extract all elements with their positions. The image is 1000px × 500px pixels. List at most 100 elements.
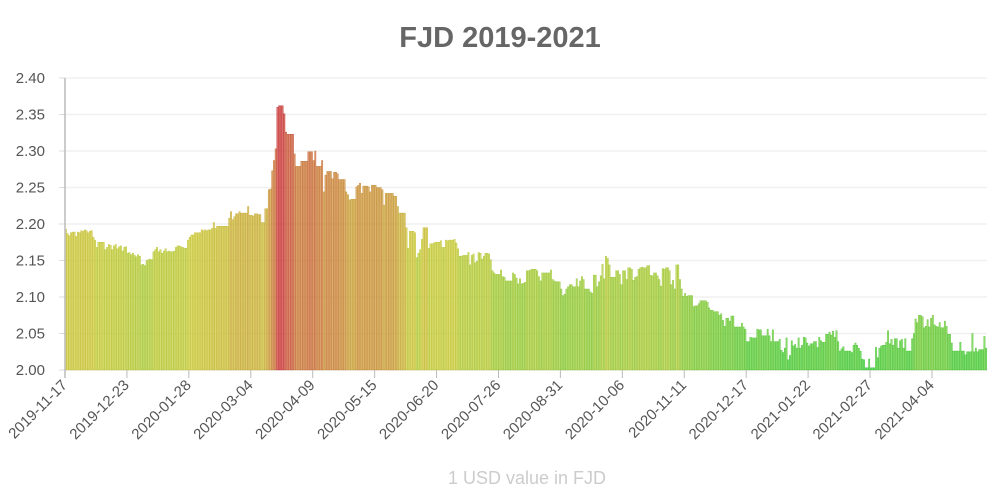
bar: [424, 227, 427, 371]
x-tick-label: 2020-01-28: [128, 377, 194, 443]
bar: [861, 358, 864, 371]
bar: [520, 283, 523, 371]
bar: [598, 281, 600, 371]
bar: [312, 160, 315, 371]
bar: [684, 293, 686, 371]
bar: [464, 255, 466, 371]
bar: [367, 186, 370, 371]
bar: [212, 222, 215, 371]
bar: [357, 185, 360, 371]
bar: [262, 222, 265, 371]
bar: [465, 255, 468, 371]
bar: [560, 288, 563, 371]
bar: [974, 347, 977, 371]
bar: [797, 337, 800, 371]
bar: [130, 254, 133, 371]
bar: [522, 282, 525, 371]
bar: [593, 274, 595, 371]
bar: [935, 326, 938, 371]
bar: [814, 341, 817, 371]
bar: [113, 245, 115, 371]
bar: [556, 281, 559, 371]
bar: [811, 343, 814, 371]
bar: [99, 242, 102, 371]
bar: [376, 187, 379, 371]
bar: [766, 328, 769, 371]
bar: [950, 342, 953, 371]
bar: [780, 350, 783, 371]
bar: [340, 179, 342, 371]
bar: [716, 311, 719, 371]
bar: [876, 357, 879, 371]
bar: [699, 300, 702, 371]
bar: [235, 213, 238, 371]
bar: [474, 262, 477, 371]
bar: [529, 269, 532, 371]
bar: [503, 277, 506, 371]
bar: [175, 247, 177, 371]
bar: [968, 351, 970, 371]
bar: [288, 134, 291, 371]
bar: [816, 347, 819, 371]
bar: [209, 229, 212, 371]
bar: [692, 306, 695, 371]
bar: [359, 182, 361, 371]
x-tick-label: 2021-04-04: [872, 377, 938, 443]
bar: [391, 193, 394, 371]
x-tick-label: 2021-02-27: [810, 377, 876, 443]
bar: [969, 351, 972, 371]
bar: [219, 226, 222, 371]
bar: [83, 229, 86, 371]
bar: [187, 239, 189, 371]
bar: [429, 243, 432, 371]
bar: [864, 367, 867, 371]
bar: [976, 351, 979, 371]
bar: [746, 341, 748, 371]
bar: [899, 340, 902, 371]
bar: [582, 279, 585, 371]
bar: [285, 131, 287, 371]
bar: [388, 193, 391, 371]
bar: [421, 239, 423, 371]
bar: [348, 199, 351, 371]
bar: [249, 215, 251, 371]
y-tick-label: 2.40: [16, 70, 45, 87]
bar: [868, 358, 871, 371]
bar: [455, 242, 458, 371]
bar: [802, 336, 805, 371]
bar: [109, 244, 112, 371]
bar: [304, 161, 306, 371]
bar: [809, 343, 812, 371]
chart-title: FJD 2019-2021: [399, 22, 601, 54]
bar: [226, 226, 229, 371]
bar: [539, 280, 542, 371]
bar: [706, 301, 709, 371]
bar: [691, 295, 693, 371]
bar: [673, 288, 676, 371]
bar: [680, 288, 683, 371]
bar: [231, 219, 234, 371]
bar: [496, 274, 499, 371]
bar: [880, 345, 883, 371]
bar: [870, 367, 872, 371]
bar: [176, 245, 179, 371]
bar: [156, 247, 158, 371]
bar: [897, 347, 900, 371]
bar: [713, 311, 716, 371]
bar: [250, 215, 253, 371]
bar: [298, 166, 301, 371]
bar: [476, 261, 478, 371]
bar: [806, 342, 809, 371]
bar: [505, 280, 508, 371]
bar: [71, 231, 74, 371]
bar: [672, 280, 674, 371]
bar: [857, 347, 860, 371]
bar: [439, 240, 442, 371]
bar: [472, 253, 475, 371]
bar: [238, 211, 241, 371]
bar: [649, 274, 652, 371]
bar: [264, 208, 267, 371]
bar: [78, 232, 81, 371]
bar: [906, 350, 908, 371]
bar: [937, 326, 939, 371]
